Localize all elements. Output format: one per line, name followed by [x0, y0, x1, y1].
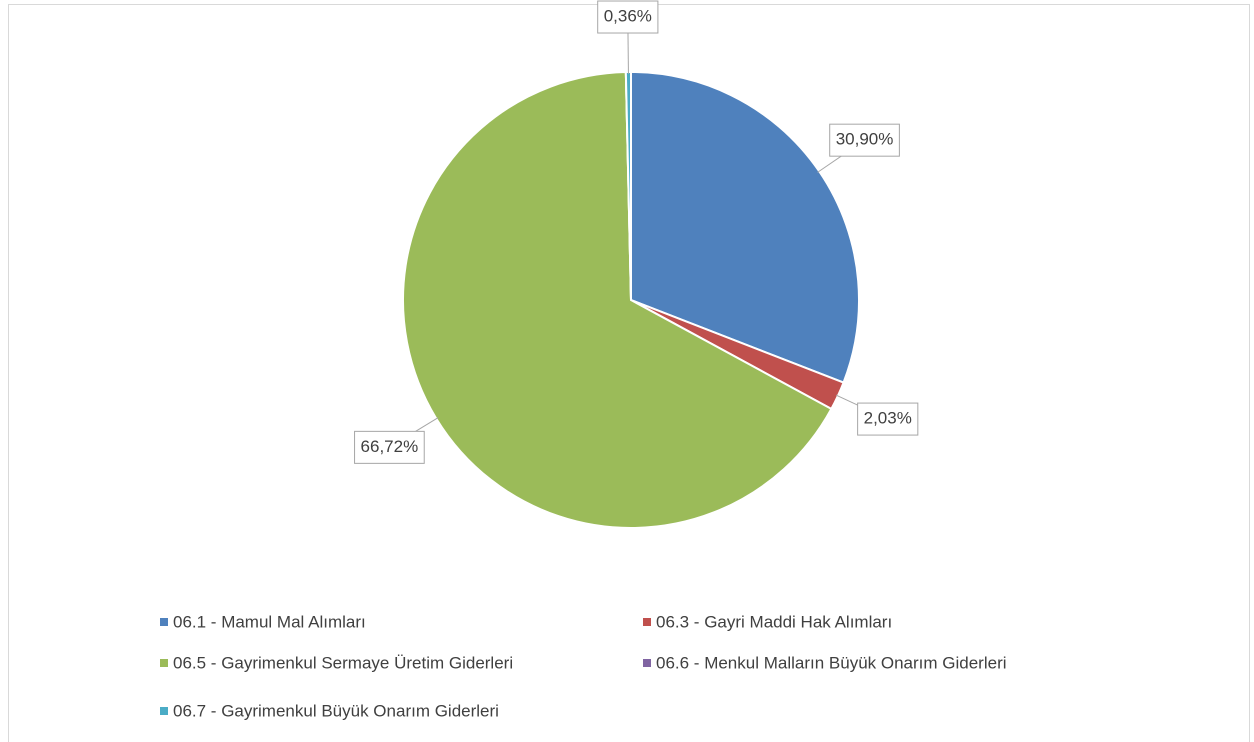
- legend-swatch: [160, 659, 168, 667]
- legend-swatch: [643, 659, 651, 667]
- data-label-box: [354, 430, 425, 464]
- data-label-box: [829, 123, 900, 157]
- legend-label: 06.7 - Gayrimenkul Büyük Onarım Giderler…: [173, 701, 499, 720]
- data-label-box: [857, 402, 919, 436]
- data-label: 2,03%: [864, 409, 912, 428]
- data-label: 0,36%: [604, 7, 652, 26]
- data-label: 30,90%: [836, 130, 894, 149]
- legend-swatch: [643, 618, 651, 626]
- legend-label: 06.6 - Menkul Malların Büyük Onarım Gide…: [656, 653, 1007, 672]
- legend-swatch: [160, 707, 168, 715]
- legend-label: 06.3 - Gayri Maddi Hak Alımları: [656, 612, 892, 631]
- data-label: 66,72%: [361, 437, 419, 456]
- legend-label: 06.1 - Mamul Mal Alımları: [173, 612, 366, 631]
- data-label-box: [597, 0, 659, 34]
- legend-label: 06.5 - Gayrimenkul Sermaye Üretim Giderl…: [173, 653, 513, 672]
- legend-swatch: [160, 618, 168, 626]
